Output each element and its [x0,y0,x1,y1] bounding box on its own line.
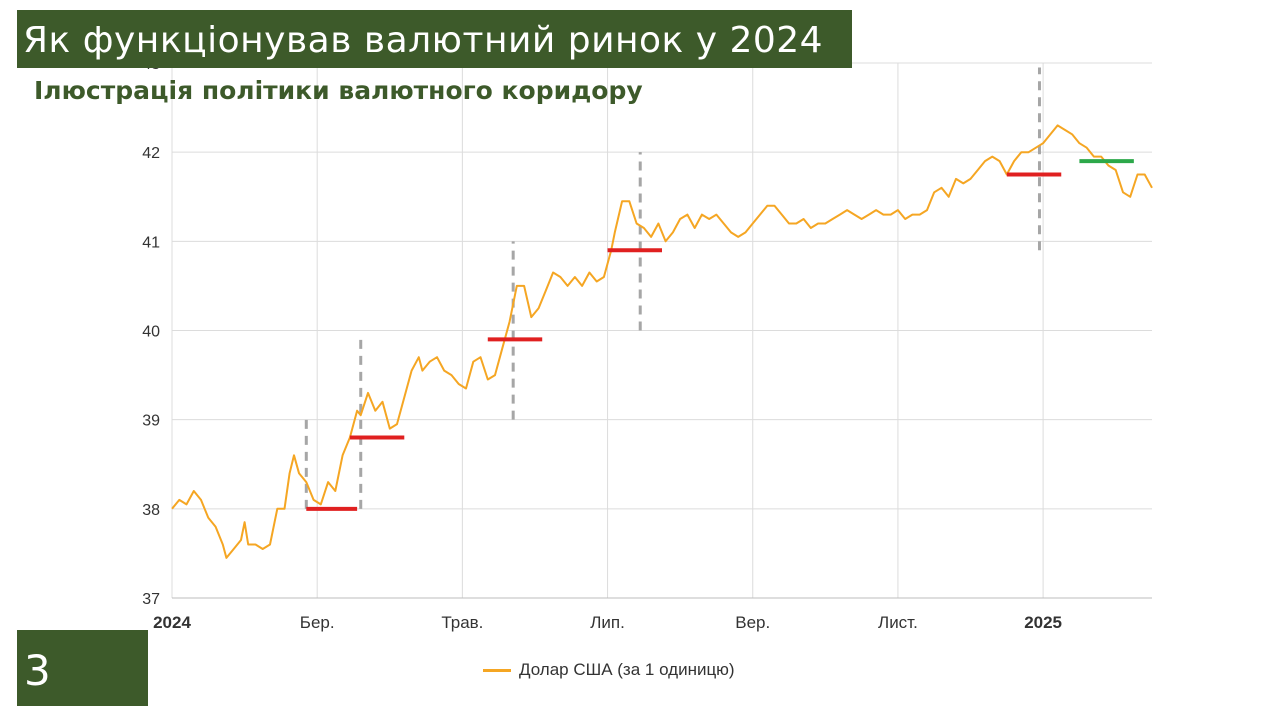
x-tick-label: Трав. [441,613,483,632]
y-tick-label: 42 [142,145,160,162]
chart-legend[interactable]: Долар США (за 1 одиницю) [483,658,735,682]
x-tick-label: Бер. [300,613,335,632]
chart-series [171,124,1153,559]
y-tick-label: 40 [142,324,160,341]
y-tick-label: 37 [142,591,160,608]
y-tick-label: 41 [142,234,160,251]
corridor-dividers [304,67,1041,509]
series-usd-line [171,124,1153,559]
chart-grid [171,62,1152,599]
page-number-badge: 3 [17,630,148,706]
slide-title: Як функціонував валютний ринок у 2024 [17,10,852,68]
x-tick-label: Лист. [878,613,918,632]
legend-label: Долар США (за 1 одиницю) [519,660,735,679]
corridor-levels [306,159,1134,511]
slide-subtitle: Ілюстрація політики валютного коридору [34,76,643,105]
x-tick-label: 2024 [153,613,191,632]
x-tick-label: Лип. [590,613,625,632]
x-tick-label: 2025 [1024,613,1062,632]
chart-axes: 373839404142432024Бер.Трав.Лип.Вер.Лист.… [142,56,1152,632]
legend-swatch [483,668,511,672]
y-tick-label: 38 [142,502,160,519]
y-tick-label: 39 [142,413,160,430]
x-tick-label: Вер. [735,613,770,632]
